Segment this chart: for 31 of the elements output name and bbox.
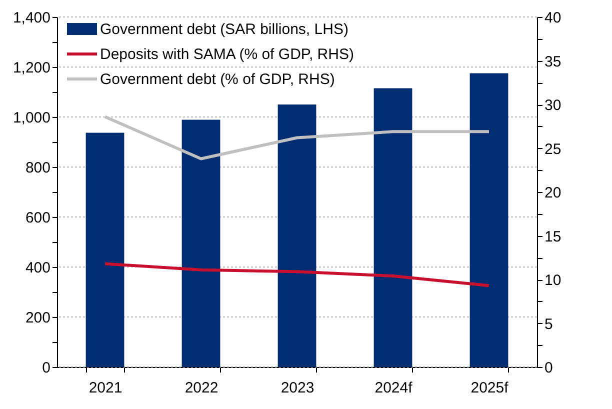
y2-tick-label: 25 bbox=[544, 140, 562, 158]
y-tick-label: 1,400 bbox=[12, 10, 50, 26]
y-tick-label: 400 bbox=[25, 260, 50, 276]
y-tick-label: 0 bbox=[42, 360, 50, 376]
x-tick-label: 2024f bbox=[374, 380, 414, 396]
x-tick-label: 2023 bbox=[280, 380, 314, 396]
y2-tick-label: 40 bbox=[544, 10, 562, 26]
bar bbox=[470, 73, 508, 367]
bar bbox=[374, 88, 412, 367]
y-tick-label: 800 bbox=[25, 160, 50, 176]
y2-tick-label: 0 bbox=[544, 360, 553, 376]
y-tick-label: 1,000 bbox=[12, 110, 50, 126]
legend-label: Government debt (% of GDP, RHS) bbox=[100, 71, 335, 88]
x-tick-label: 2022 bbox=[184, 380, 218, 396]
y2-tick-label: 20 bbox=[544, 184, 562, 202]
x-tick-label: 2021 bbox=[88, 380, 122, 396]
y2-tick-label: 10 bbox=[544, 272, 562, 289]
bar bbox=[278, 104, 316, 367]
line-series bbox=[104, 262, 490, 288]
legend-label: Government debt (SAR billions, LHS) bbox=[100, 21, 348, 38]
y2-tick-label: 35 bbox=[544, 53, 562, 70]
y-tick-label: 600 bbox=[25, 210, 50, 226]
legend-label: Deposits with SAMA (% of GDP, RHS) bbox=[100, 46, 354, 63]
y2-tick-label: 30 bbox=[544, 97, 562, 114]
y-tick-label: 1,200 bbox=[12, 60, 50, 76]
bar bbox=[182, 120, 220, 367]
x-tick-label: 2025f bbox=[470, 380, 510, 396]
y-tick-label: 200 bbox=[25, 310, 50, 326]
y2-tick-label: 5 bbox=[544, 316, 553, 333]
y2-tick-label: 15 bbox=[544, 228, 562, 246]
bar bbox=[86, 132, 124, 367]
